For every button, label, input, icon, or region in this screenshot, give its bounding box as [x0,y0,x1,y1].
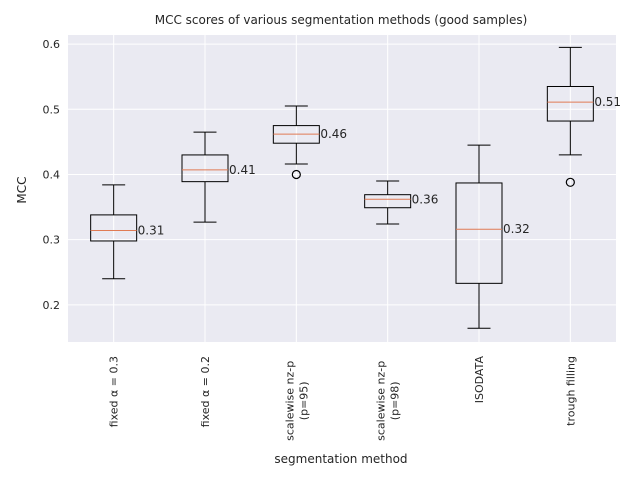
x-tick-label: scalewise nz-p(p=95) [283,361,310,441]
x-tick-label-line: scalewise nz-p [283,361,296,441]
x-tick-label-line: fixed α = 0.2 [199,356,212,427]
iqr-box [181,154,229,183]
x-tick-label-line: ISODATA [473,356,486,404]
box: 0.36 [364,180,439,225]
x-tick-label: ISODATA [473,356,486,404]
x-tick-label-line: fixed α = 0.3 [108,356,121,427]
y-tick-label: 0.6 [43,38,61,51]
y-axis-label: MCC [15,176,29,203]
box: 0.46 [272,105,347,180]
y-axis-ticks: 0.2 0.3 0.4 0.5 0.6 [43,38,61,312]
y-tick-label: 0.5 [43,103,61,116]
x-tick-label: fixed α = 0.3 [108,356,121,427]
box: 0.32 [455,144,530,329]
x-tick-label: trough filling [564,356,577,426]
iqr-box [364,194,412,209]
x-tick-label: fixed α = 0.2 [199,356,212,427]
outlier-point [565,177,575,187]
y-tick-label: 0.3 [43,234,61,247]
median-label: 0.36 [412,192,439,206]
y-tick-label: 0.2 [43,299,61,312]
median-label: 0.32 [503,222,530,236]
median-label: 0.31 [138,224,165,238]
chart-title: MCC scores of various segmentation metho… [155,13,528,27]
median-label: 0.51 [594,95,621,109]
x-tick-label-line: (p=98) [389,381,402,420]
x-tick-label: scalewise nz-p(p=98) [375,361,402,441]
box: 0.51 [546,46,621,187]
median-label: 0.41 [229,163,256,177]
box: 0.31 [90,184,165,280]
median-label: 0.46 [320,127,347,141]
x-axis-ticks: fixed α = 0.3 fixed α = 0.2 scalewise nz-p… [108,356,578,441]
box: 0.41 [181,131,256,223]
x-tick-label-line: trough filling [564,356,577,426]
outlier-point [291,169,301,180]
iqr-box [90,214,138,242]
iqr-box [546,85,594,122]
plot-area [68,35,616,342]
x-tick-label-line: scalewise nz-p [375,361,388,441]
x-axis-label: segmentation method [274,452,407,466]
iqr-box [455,182,503,284]
x-tick-label-line: (p=95) [297,381,310,420]
boxes: 0.31 0.41 0.46 0.36 0.32 0.51 [90,46,621,329]
y-tick-label: 0.4 [43,168,61,181]
